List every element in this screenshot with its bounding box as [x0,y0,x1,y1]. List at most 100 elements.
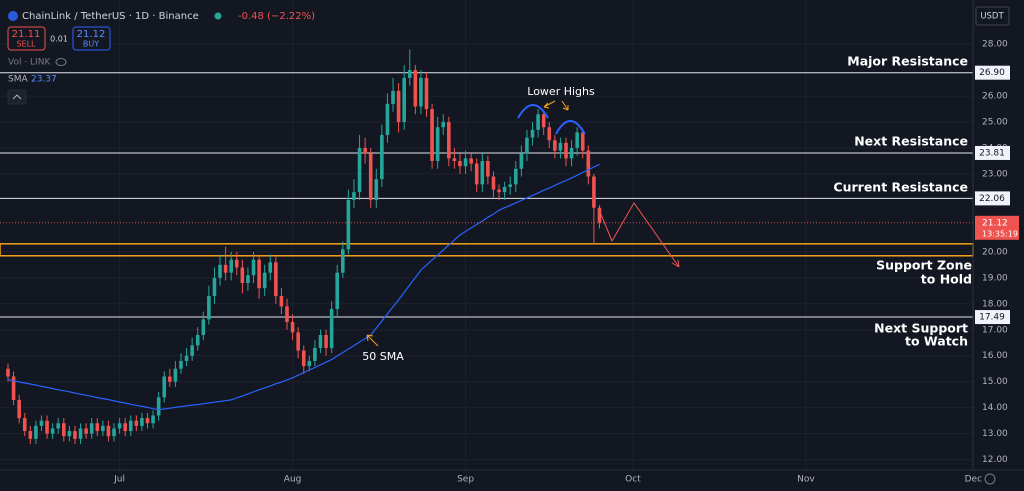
candle-body [134,420,139,426]
x-tick-label: Dec [965,475,982,485]
candle-body [290,321,295,333]
candle-body [452,158,457,161]
candle-body [223,264,228,273]
candle-body [62,423,66,437]
level-name: Next Resistance [854,134,968,149]
currency-box[interactable] [975,6,1010,26]
sell-price[interactable]: 21.11 [12,29,41,40]
candle-body [458,160,462,167]
y-tick-label: 14.00 [982,403,1008,413]
buy-price[interactable]: 21.12 [77,29,106,40]
candle-body [151,415,155,424]
y-tick-label: 15.00 [982,377,1008,387]
candle-body [67,431,72,437]
candle-body [558,142,563,151]
candle-body [173,368,178,382]
buy-label[interactable]: BUY [83,40,99,49]
arrow [366,334,379,347]
candle-body [34,425,38,439]
settings-icon[interactable] [984,473,996,485]
candle-body [402,77,406,123]
candle-body [569,148,574,159]
candle-body [385,103,390,136]
candle-body [17,399,21,419]
candle-body [162,376,167,398]
candle-body [140,418,144,426]
candle-body [536,114,540,130]
candle-body [519,153,524,169]
sell-label[interactable]: SELL [16,40,36,49]
arrow [561,100,569,111]
candle-body [491,176,496,190]
zone-name: to Hold [921,272,972,287]
candle-body [106,425,111,437]
candle-body [597,207,602,223]
candle-body [89,423,94,434]
candle-body [363,148,367,154]
high-arc [517,104,549,119]
status-dot [214,12,222,20]
collapse-icon [12,94,22,100]
countdown: 13:35:19 [982,229,1018,238]
y-tick-label: 23.00 [982,169,1008,179]
candle-body [296,332,300,351]
candle-body [592,176,596,208]
current-price: 21.12 [982,218,1008,228]
price-box [975,215,1019,240]
candle-body [525,137,529,154]
candle-body [335,272,340,310]
candle-body [469,158,473,164]
candle-body [324,334,328,348]
candle-body [318,334,323,348]
collapse-button[interactable] [7,89,27,105]
sma-line [7,163,600,411]
candle-body [553,140,557,151]
spread: 0.01 [50,35,68,44]
level-name: Next Support [874,321,968,336]
y-tick-label: 17.00 [982,325,1008,335]
annotation: Lower Highs [527,85,595,98]
candle-body [117,423,122,429]
sell-button[interactable] [7,26,46,51]
x-tick-label: Jul [113,475,125,485]
candle-body [56,423,61,429]
candle-body [78,428,83,439]
candle-body [430,109,434,161]
candle-body [575,132,579,149]
candle-body [184,355,189,361]
candle-body [346,199,351,250]
candle-body [84,428,88,434]
buy-button[interactable] [72,26,111,51]
candle-body [39,420,44,426]
annotation: 50 SMA [362,350,404,363]
currency[interactable]: USDT [980,12,1004,22]
candle-body [352,192,356,200]
y-tick-label: 13.00 [982,429,1008,439]
candle-body [218,264,222,278]
x-tick-label: Aug [284,475,302,485]
x-tick-label: Nov [797,475,815,485]
candle-body [407,70,412,78]
level-price: 23.81 [979,148,1005,158]
candle-body [6,368,10,377]
candle-body [101,425,105,432]
y-tick-label: 20.00 [982,247,1008,257]
eye-icon[interactable] [55,58,67,66]
y-tick-label: 18.00 [982,299,1008,309]
candle-body [50,428,55,434]
candle-body [301,350,306,367]
candle-body [413,70,418,107]
candle-body [234,259,239,268]
candle-body [95,423,100,432]
candle-body [463,158,468,167]
candle-body [22,418,27,432]
candle-body [341,249,345,273]
candle-body [396,90,401,123]
candle-body [547,127,552,141]
logo [8,11,18,21]
candle-body [112,428,116,437]
x-tick-label: Sep [457,475,474,485]
candle-body [307,360,312,367]
axis-labels: 12.00 13.00 14.00 15.00 16.00 17.00 18.00 19.00… [113,40,1019,485]
